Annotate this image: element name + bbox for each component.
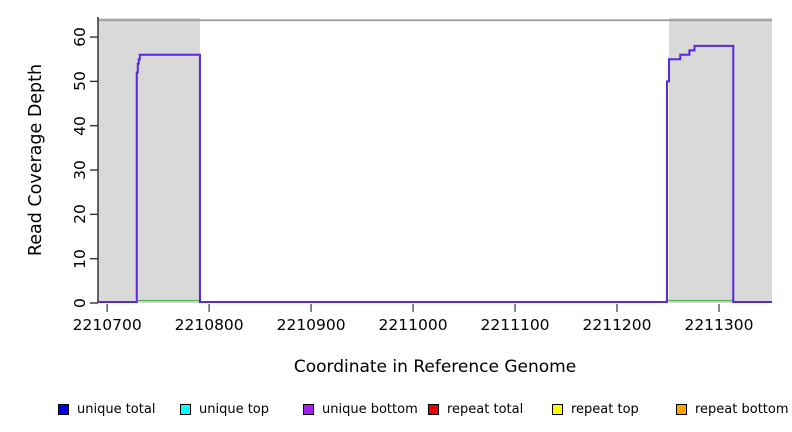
y-axis-title: Read Coverage Depth	[26, 63, 46, 257]
x-tick-label: 2210700	[72, 316, 142, 334]
legend-swatch-icon	[676, 403, 687, 415]
x-tick-label: 2211000	[378, 316, 448, 334]
y-tick-label: 40	[71, 115, 89, 136]
legend-item-unique-bottom: unique bottom	[303, 398, 418, 420]
legend-item-repeat-top: repeat top	[552, 398, 639, 420]
shaded-region-right	[669, 18, 772, 303]
legend-item-repeat-total: repeat total	[428, 398, 523, 420]
shaded-region-left	[98, 18, 200, 303]
y-tick-label: 20	[71, 204, 89, 225]
y-tick-label: 0	[71, 298, 89, 308]
x-axis-title: Coordinate in Reference Genome	[293, 357, 577, 377]
y-tick-label: 30	[71, 160, 89, 180]
legend-item-repeat-bottom: repeat bottom	[676, 398, 789, 420]
legend-label: repeat top	[571, 401, 639, 417]
legend-item-unique-total: unique total	[58, 398, 155, 420]
y-tick-label: 60	[71, 27, 89, 47]
x-tick-label: 2210800	[174, 316, 244, 334]
legend-label: repeat total	[447, 401, 524, 417]
legend: unique total unique top unique bottom repea…	[0, 398, 792, 420]
legend-swatch-icon	[428, 403, 439, 415]
coverage-step-line	[98, 44, 772, 303]
legend-item-unique-top: unique top	[180, 398, 269, 420]
legend-label: unique bottom	[322, 401, 418, 417]
legend-swatch-icon	[303, 403, 314, 415]
legend-label: unique top	[199, 401, 270, 417]
x-tick-label: 2211300	[684, 316, 754, 334]
legend-label: unique total	[77, 401, 156, 417]
y-tick-label: 50	[71, 71, 89, 92]
legend-swatch-icon	[552, 403, 563, 415]
x-tick-label: 2211100	[480, 316, 550, 334]
legend-swatch-icon	[180, 403, 191, 415]
legend-swatch-icon	[58, 403, 69, 415]
y-tick-label: 10	[71, 248, 89, 269]
x-tick-label: 2210900	[276, 316, 346, 334]
x-tick-label: 2211200	[582, 316, 652, 334]
legend-label: repeat bottom	[695, 401, 789, 417]
